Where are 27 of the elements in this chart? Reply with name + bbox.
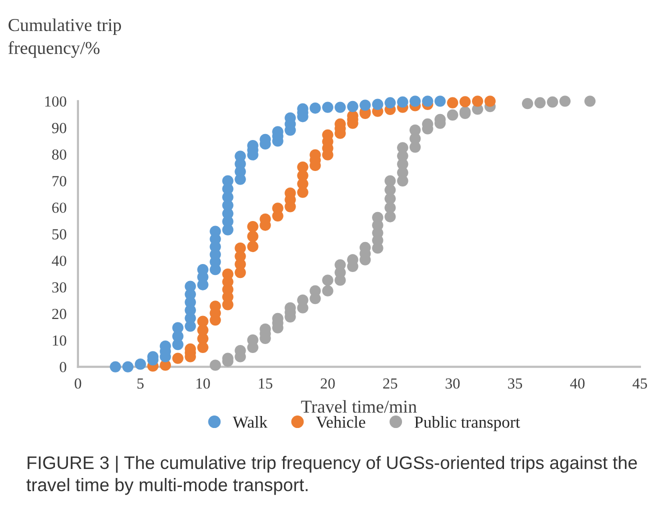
y-axis-title: Cumulative trip frequency/% bbox=[8, 18, 121, 58]
legend-label: Vehicle bbox=[316, 416, 366, 428]
x-tick-label: 10 bbox=[196, 378, 210, 389]
y-tick-label: 60 bbox=[52, 202, 66, 213]
y-tick-label: 100 bbox=[45, 96, 66, 107]
caption: FIGURE 3 | The cumulative trip frequency of UGSs-oriented trips against the travel time by multi-mode transport. bbox=[26, 456, 637, 495]
y-tick-label: 50 bbox=[52, 229, 66, 240]
y-tick-label: 20 bbox=[52, 308, 66, 320]
x-tick-label: 45 bbox=[632, 378, 647, 389]
x-tick-label: 5 bbox=[137, 378, 144, 389]
x-tick-label: 20 bbox=[320, 378, 335, 389]
y-tick-label: 0 bbox=[60, 362, 66, 372]
y-tick-label: 30 bbox=[52, 282, 66, 293]
y-tick-label: 90 bbox=[52, 122, 66, 134]
y-tick-label: 80 bbox=[52, 149, 66, 160]
x-tick-label: 25 bbox=[383, 378, 398, 389]
x-tick-label: 40 bbox=[570, 378, 585, 389]
legend-label: Walk bbox=[232, 416, 268, 428]
y-tick-label: 40 bbox=[52, 256, 66, 266]
x-tick-label: 0 bbox=[74, 378, 82, 389]
x-tick-label: 30 bbox=[446, 378, 460, 389]
legend-label: Public transport bbox=[414, 416, 520, 432]
y-tick-label: 10 bbox=[52, 335, 66, 346]
x-axis-title: Travel time/min bbox=[301, 400, 417, 413]
y-tick-label: 70 bbox=[52, 176, 66, 186]
x-tick-label: 35 bbox=[508, 378, 522, 389]
x-tick-label: 15 bbox=[258, 378, 272, 389]
